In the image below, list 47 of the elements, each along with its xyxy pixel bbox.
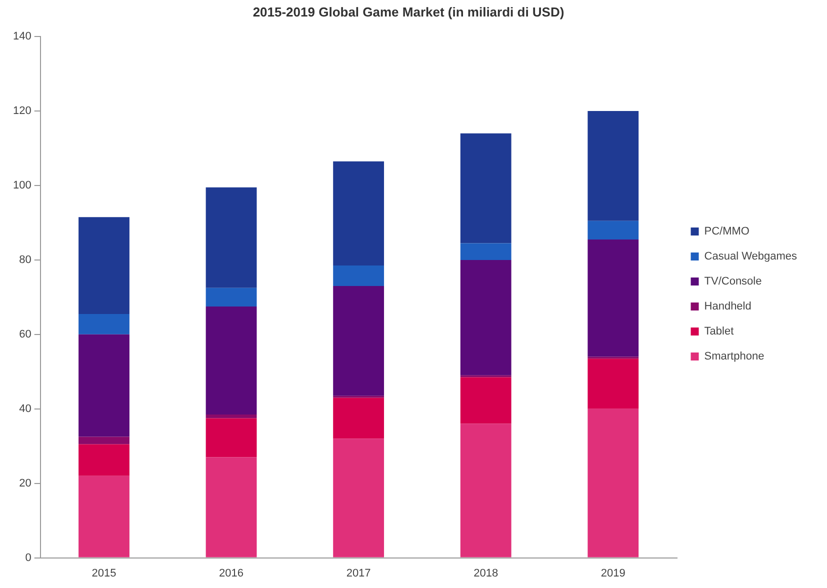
x-tick-label: 2016 xyxy=(219,567,244,580)
bar xyxy=(78,314,130,334)
bar xyxy=(206,418,257,458)
legend-label: TV/Console xyxy=(704,276,762,288)
bar xyxy=(588,111,639,221)
bar xyxy=(78,476,130,558)
x-tick-label: 2018 xyxy=(474,567,498,580)
bar xyxy=(333,266,384,286)
x-tick-label: 2017 xyxy=(346,567,371,580)
chart-title: 2015-2019 Global Game Market (in miliardi di USD) xyxy=(252,4,564,20)
bar xyxy=(588,220,639,240)
bar xyxy=(206,187,257,288)
bar xyxy=(460,243,512,260)
y-tick-label: 60 xyxy=(19,328,32,340)
bar xyxy=(333,286,384,396)
bar xyxy=(206,457,257,558)
bar xyxy=(78,436,130,444)
bar xyxy=(78,217,130,314)
y-tick-label: 20 xyxy=(19,477,32,490)
bar xyxy=(206,288,257,307)
x-tick-label: 2019 xyxy=(600,567,626,580)
bar xyxy=(333,398,384,439)
y-tick-label: 100 xyxy=(12,180,32,192)
bar xyxy=(333,438,384,558)
y-tick-label: 40 xyxy=(19,402,32,415)
legend-label: Smartphone xyxy=(704,350,764,363)
y-tick-label: 140 xyxy=(12,30,32,43)
bar xyxy=(588,239,639,357)
bar xyxy=(588,358,639,409)
bar xyxy=(78,334,130,437)
bar xyxy=(588,408,639,558)
y-tick-label: 0 xyxy=(25,552,32,564)
bar xyxy=(333,161,384,266)
bar xyxy=(78,444,130,476)
y-tick-label: 80 xyxy=(19,254,32,266)
bar xyxy=(460,133,512,244)
bar xyxy=(460,377,512,424)
legend-label: Handheld xyxy=(704,300,752,313)
bar xyxy=(206,306,257,414)
bar xyxy=(460,424,512,558)
bar xyxy=(206,414,257,418)
bar xyxy=(460,260,512,376)
x-tick-label: 2015 xyxy=(92,567,116,580)
legend-label: PC/MMO xyxy=(704,226,750,238)
legend-label: Casual Webgames xyxy=(704,250,798,263)
legend-label: Tablet xyxy=(704,326,734,338)
y-tick-label: 120 xyxy=(12,105,32,118)
